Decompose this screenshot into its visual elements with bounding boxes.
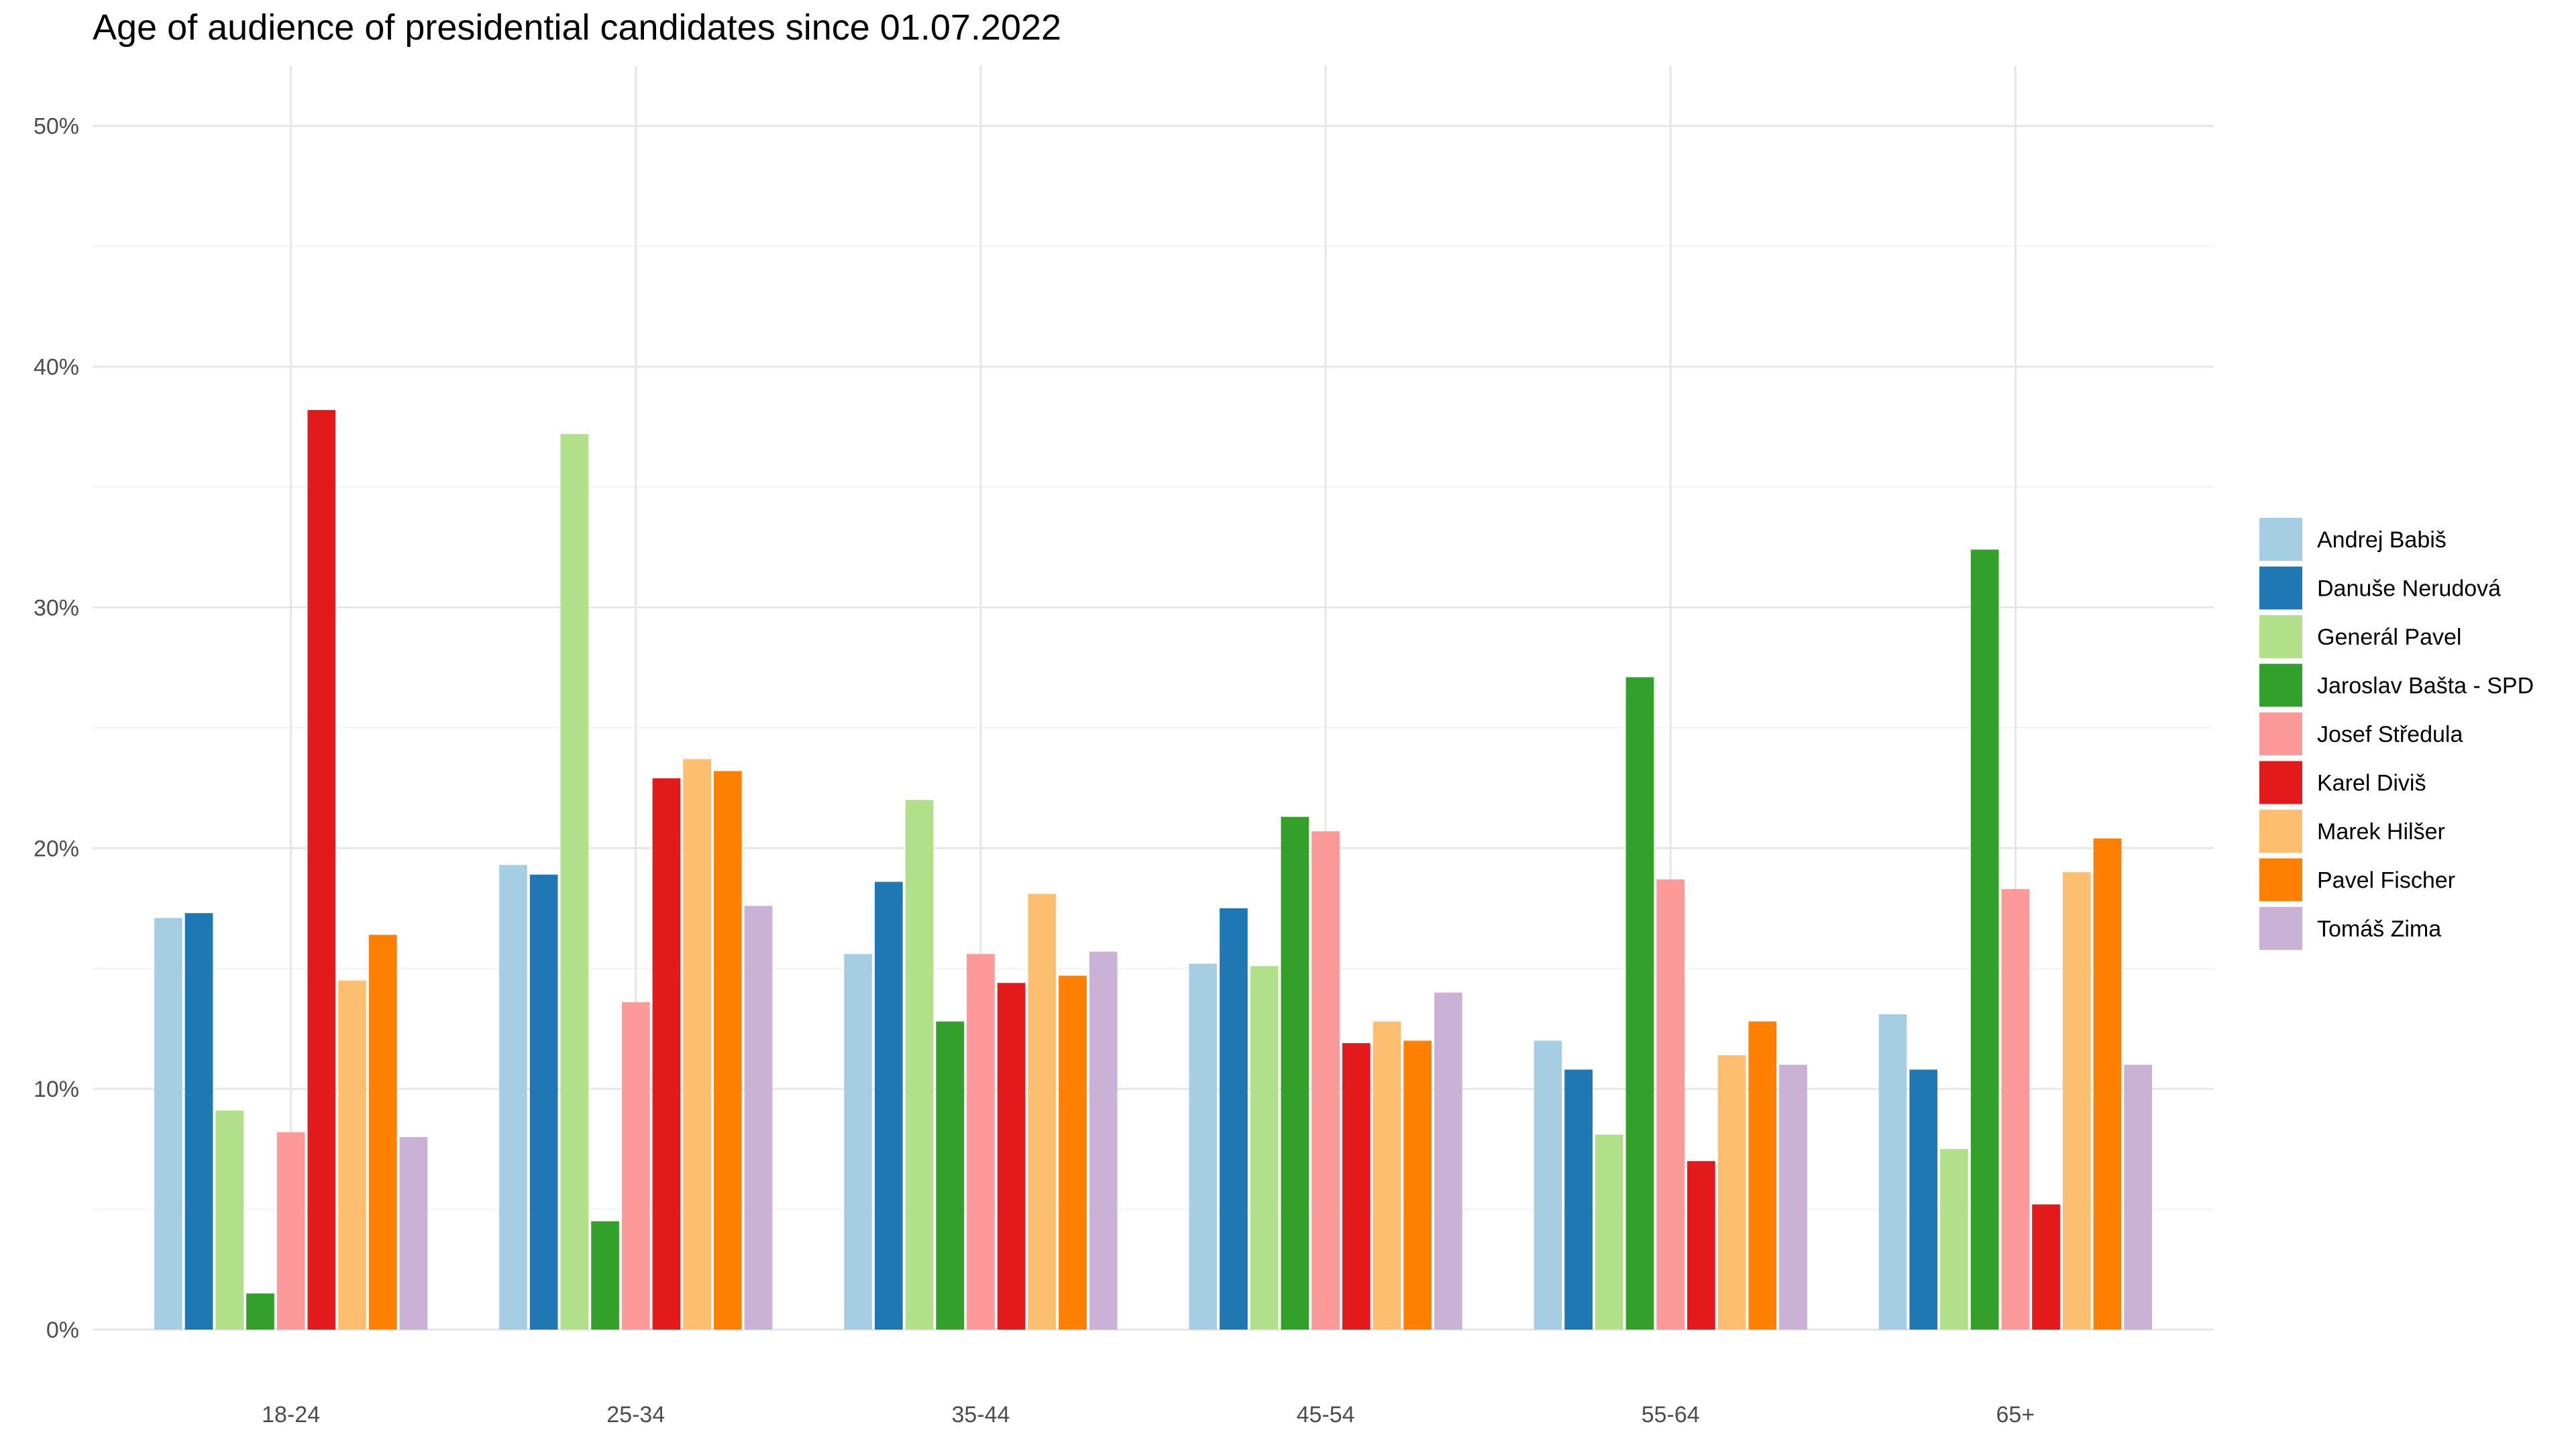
bar [1687,1161,1715,1330]
bar [1940,1148,1968,1330]
bar [1779,1065,1807,1330]
bar [683,759,712,1330]
legend-label: Danuše Nerudová [2317,576,2501,602]
bar [1564,1069,1593,1330]
bar [184,913,213,1330]
bar [276,1132,305,1330]
x-tick-label: 65+ [1996,1402,2035,1428]
bar [215,1110,244,1330]
bar [905,800,934,1330]
bar [1534,1040,1562,1330]
legend-swatch [2259,858,2302,902]
bar [874,881,903,1330]
bar [1250,966,1279,1330]
x-axis-tick-labels: 18-24 25-34 35-44 45-54 55-64 65+ [262,1402,2035,1428]
legend-swatch [2259,712,2302,755]
bar [997,983,1026,1330]
x-tick-label: 35-44 [951,1402,1010,1428]
legend-swatch [2259,663,2302,707]
y-tick-label: 20% [34,836,79,861]
bar [1089,951,1118,1330]
bar [529,874,558,1330]
bar [368,934,397,1330]
legend-label: Tomáš Zima [2317,916,2441,942]
bar [1342,1042,1371,1330]
bar [1909,1069,1938,1330]
bar [1403,1040,1432,1330]
bar [1625,677,1654,1330]
bar [1434,992,1462,1330]
bars [154,410,2153,1330]
bar [307,410,336,1330]
legend-label: Josef Středula [2317,722,2463,747]
legend-label: Marek Hilšer [2317,819,2445,845]
y-tick-label: 0% [46,1318,79,1343]
bar [2062,872,2091,1330]
bar [246,1293,274,1330]
bar [2093,838,2122,1330]
bar [499,865,527,1330]
bar [1028,894,1057,1330]
bar [714,771,742,1330]
bar [1878,1014,1907,1330]
x-tick-label: 55-64 [1642,1402,1700,1428]
legend-label: Karel Diviš [2317,771,2426,796]
legend-swatch [2259,518,2302,561]
legend-swatch [2259,566,2302,610]
bar [2032,1204,2060,1330]
bar [1189,963,1218,1330]
bar [1311,831,1340,1330]
y-tick-label: 40% [34,355,79,380]
bar [844,954,872,1330]
grid-lines [93,66,2214,1331]
bar [1656,879,1685,1330]
legend-swatch [2259,907,2302,950]
bar [2001,889,2030,1330]
bar [1220,908,1248,1330]
bar [967,954,995,1330]
legend-label: Pavel Fischer [2317,868,2455,894]
bar [1281,816,1309,1330]
bar [399,1136,428,1330]
bar [1059,975,1087,1330]
bar [2124,1065,2153,1330]
bar [1595,1134,1623,1330]
bar [591,1221,619,1330]
bar [338,980,366,1330]
legend: Andrej Babiš Danuše Nerudová Generál Pavel… [2259,518,2534,950]
bar [1717,1055,1746,1330]
legend-swatch [2259,810,2302,853]
legend-label: Generál Pavel [2317,625,2461,650]
x-tick-label: 25-34 [606,1402,665,1428]
legend-label: Jaroslav Bašta - SPD [2317,674,2534,699]
chart-title: Age of audience of presidential candidat… [93,7,1062,48]
bar [560,434,589,1330]
x-tick-label: 18-24 [262,1402,320,1428]
x-tick-label: 45-54 [1297,1402,1355,1428]
bar [1748,1021,1777,1330]
bar [744,906,773,1330]
legend-label: Andrej Babiš [2317,527,2447,553]
y-tick-label: 30% [34,595,79,621]
bar [936,1021,965,1330]
y-axis-tick-labels: 0% 10% 20% 30% 40% 50% [34,114,79,1343]
bar [1970,549,1999,1330]
y-tick-label: 10% [34,1077,79,1102]
bar [1373,1021,1401,1330]
bar [621,1002,650,1330]
legend-swatch [2259,761,2302,804]
bar [652,778,681,1330]
bar [154,918,182,1330]
y-tick-label: 50% [34,114,79,140]
legend-swatch [2259,615,2302,658]
